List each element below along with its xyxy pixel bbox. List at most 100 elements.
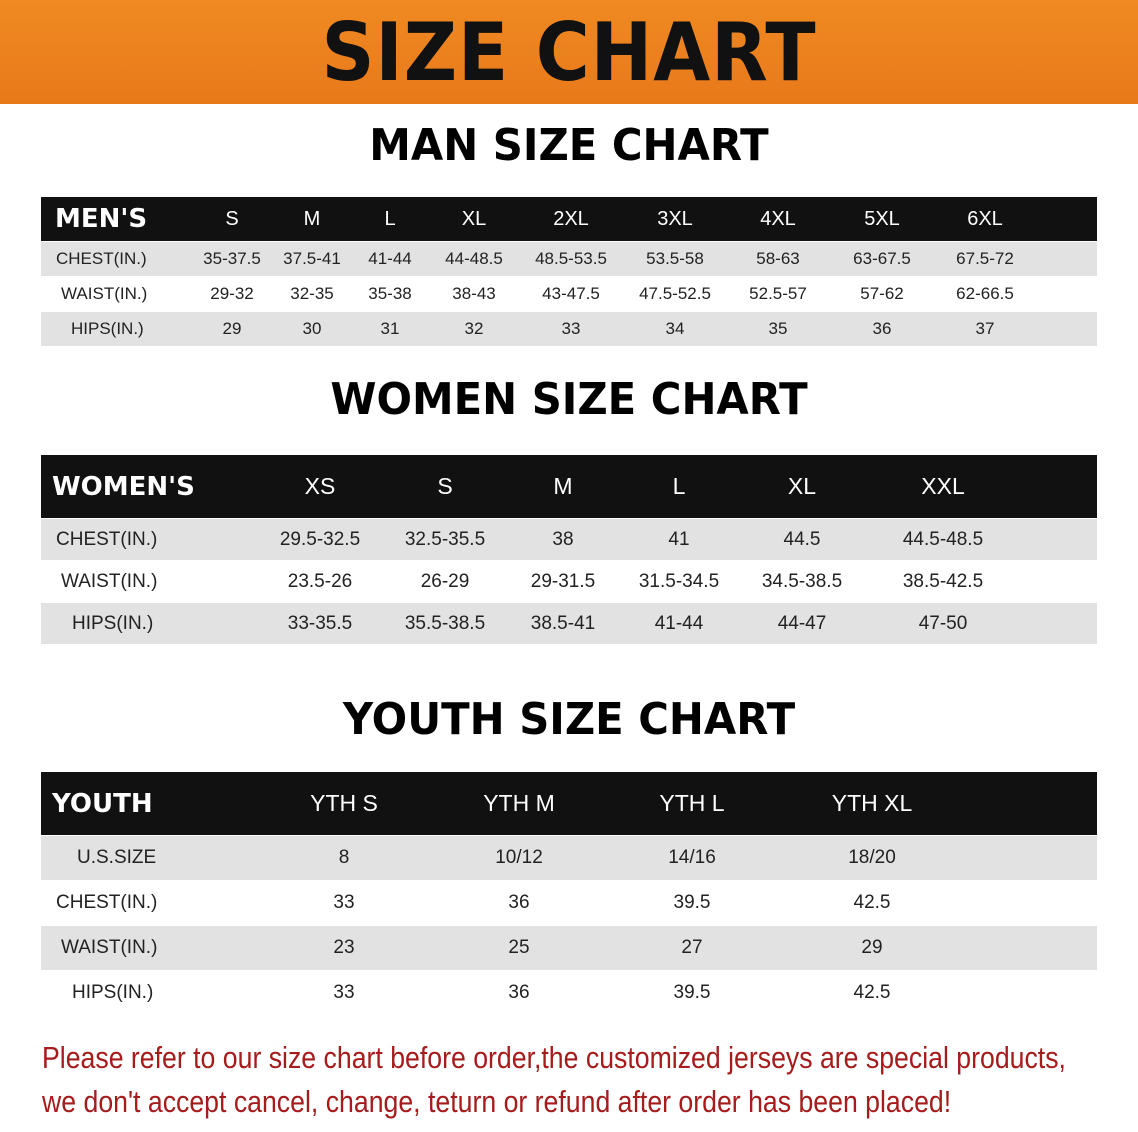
- measurement-cell: 35: [768, 319, 788, 338]
- measurement-cell: 8: [338, 847, 350, 868]
- measurement-cell: 33: [333, 892, 355, 913]
- measurement-cell: 33: [333, 982, 355, 1003]
- measurement-cell: 44-48.5: [445, 249, 503, 268]
- men-header-row: MEN'S S M L XL 2XL 3XL 4XL 5XL 6XL: [41, 197, 1097, 241]
- size-chart-banner: SIZE CHART: [0, 0, 1138, 104]
- measurement-cell: 44.5-48.5: [902, 528, 984, 550]
- men-size-header: L: [384, 207, 396, 230]
- youth-header-label: YOUTH: [52, 788, 153, 819]
- men-size-header: 2XL: [553, 207, 589, 230]
- youth-header-row: YOUTH YTH S YTH M YTH L YTH XL: [41, 772, 1097, 835]
- measurement-cell: 34.5-38.5: [761, 570, 843, 592]
- row-label: WAIST(IN.): [61, 937, 158, 958]
- measurement-cell: 35-37.5: [203, 249, 261, 268]
- measurement-cell: 35-38: [368, 284, 412, 303]
- measurement-cell: 29-31.5: [530, 570, 596, 592]
- women-size-header: XXL: [921, 473, 965, 499]
- measurement-cell: 36: [508, 982, 530, 1003]
- measurement-cell: 39.5: [673, 982, 711, 1003]
- measurement-cell: 23.5-26: [287, 570, 353, 592]
- measurement-cell: 30: [302, 319, 322, 338]
- row-label: U.S.SIZE: [77, 847, 157, 868]
- men-size-header: S: [225, 207, 239, 230]
- measurement-cell: 44-47: [777, 612, 827, 634]
- measurement-cell: 31.5-34.5: [638, 570, 720, 592]
- youth-section-title: YOUTH SIZE CHART: [342, 694, 796, 745]
- youth-table-row: CHEST(IN.) 33 36 39.5 42.5: [41, 881, 1097, 925]
- measurement-cell: 62-66.5: [956, 284, 1014, 303]
- measurement-cell: 37: [975, 319, 995, 338]
- men-size-header: M: [303, 207, 321, 230]
- measurement-cell: 29-32: [210, 284, 254, 303]
- measurement-cell: 35.5-38.5: [404, 612, 486, 634]
- youth-size-header: YTH M: [483, 790, 555, 816]
- notice-line-1: Please refer to our size chart before or…: [42, 1040, 1066, 1075]
- men-size-header: XL: [461, 207, 487, 230]
- row-label: HIPS(IN.): [71, 319, 144, 338]
- row-label: CHEST(IN.): [56, 528, 158, 550]
- men-size-header: 5XL: [864, 207, 900, 230]
- measurement-cell: 58-63: [756, 249, 800, 268]
- women-header-row: WOMEN'S XS S M L XL XXL: [41, 455, 1097, 518]
- women-header-label: WOMEN'S: [52, 471, 195, 502]
- women-size-header: S: [437, 473, 453, 499]
- measurement-cell: 44.5: [783, 528, 821, 550]
- measurement-cell: 27: [681, 937, 703, 958]
- measurement-cell: 41: [668, 528, 690, 550]
- measurement-cell: 29.5-32.5: [279, 528, 361, 550]
- women-table-row: HIPS(IN.) 33-35.5 35.5-38.5 38.5-41 41-44 44-…: [41, 603, 1097, 644]
- youth-table-row: HIPS(IN.) 33 36 39.5 42.5: [41, 971, 1097, 1015]
- measurement-cell: 47-50: [918, 612, 968, 634]
- men-table-row: CHEST(IN.) 35-37.5 37.5-41 41-44 44-48.5 48.5…: [41, 242, 1097, 276]
- measurement-cell: 36: [508, 892, 530, 913]
- notice-line-2: we don't accept cancel, change, teturn o…: [42, 1084, 952, 1119]
- measurement-cell: 39.5: [673, 892, 711, 913]
- measurement-cell: 48.5-53.5: [535, 249, 607, 268]
- measurement-cell: 10/12: [495, 847, 543, 868]
- men-size-header: 6XL: [967, 207, 1003, 230]
- men-table-row: HIPS(IN.) 29 30 31 32 33 34 35 36 37: [41, 312, 1097, 346]
- measurement-cell: 26-29: [420, 570, 470, 592]
- measurement-cell: 18/20: [848, 847, 896, 868]
- youth-table-row: U.S.SIZE 8 10/12 14/16 18/20: [41, 836, 1097, 880]
- row-label: HIPS(IN.): [72, 612, 154, 634]
- row-label: WAIST(IN.): [61, 284, 148, 303]
- measurement-cell: 29: [222, 319, 242, 338]
- measurement-cell: 31: [380, 319, 400, 338]
- measurement-cell: 41-44: [368, 249, 412, 268]
- youth-size-header: YTH L: [659, 790, 725, 816]
- measurement-cell: 41-44: [654, 612, 704, 634]
- men-header-label: MEN'S: [55, 204, 148, 234]
- measurement-cell: 38.5-41: [530, 612, 596, 634]
- measurement-cell: 14/16: [668, 847, 716, 868]
- women-table-row: CHEST(IN.) 29.5-32.5 32.5-35.5 38 41 44.5 44.5…: [41, 519, 1097, 560]
- women-size-header: XL: [787, 473, 817, 499]
- row-label: HIPS(IN.): [72, 982, 154, 1003]
- women-section-title: WOMEN SIZE CHART: [330, 374, 808, 425]
- men-table-row: WAIST(IN.) 29-32 32-35 35-38 38-43 43-47.5 47.…: [41, 277, 1097, 311]
- women-size-header: M: [553, 473, 573, 499]
- women-size-header: L: [672, 473, 686, 499]
- measurement-cell: 32-35: [290, 284, 334, 303]
- measurement-cell: 33-35.5: [287, 612, 353, 634]
- measurement-cell: 52.5-57: [749, 284, 807, 303]
- measurement-cell: 32.5-35.5: [404, 528, 486, 550]
- youth-size-header: YTH S: [310, 790, 378, 816]
- measurement-cell: 67.5-72: [956, 249, 1014, 268]
- measurement-cell: 43-47.5: [542, 284, 600, 303]
- women-table-row: WAIST(IN.) 23.5-26 26-29 29-31.5 31.5-34.5 34…: [41, 561, 1097, 602]
- men-section-title: MAN SIZE CHART: [369, 120, 769, 171]
- measurement-cell: 53.5-58: [646, 249, 704, 268]
- measurement-cell: 38: [552, 528, 574, 550]
- row-label: WAIST(IN.): [61, 570, 158, 592]
- men-size-header: 4XL: [760, 207, 796, 230]
- measurement-cell: 42.5: [853, 982, 891, 1003]
- measurement-cell: 63-67.5: [853, 249, 911, 268]
- measurement-cell: 33: [561, 319, 581, 338]
- measurement-cell: 32: [464, 319, 484, 338]
- measurement-cell: 36: [872, 319, 892, 338]
- measurement-cell: 37.5-41: [283, 249, 341, 268]
- youth-table-row: WAIST(IN.) 23 25 27 29: [41, 926, 1097, 970]
- measurement-cell: 38.5-42.5: [902, 570, 984, 592]
- measurement-cell: 42.5: [853, 892, 891, 913]
